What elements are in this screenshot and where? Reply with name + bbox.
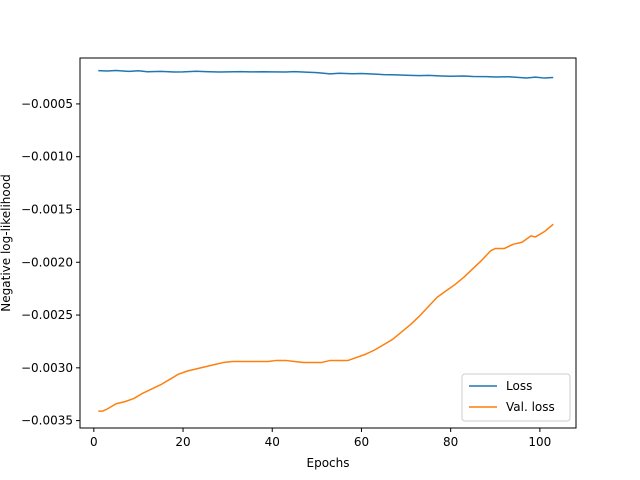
x-tick-label: 0	[90, 435, 98, 449]
x-axis-label: Epochs	[307, 456, 350, 470]
x-tick-label: 40	[265, 435, 280, 449]
plot-frame	[79, 57, 577, 429]
y-axis-label: Negative log-likelihood	[0, 174, 13, 311]
y-tick-label: −0.0010	[21, 150, 73, 164]
x-tick-label: 100	[528, 435, 551, 449]
series-line-2	[98, 223, 554, 412]
legend-label-1: Loss	[506, 379, 532, 393]
y-tick-label: −0.0025	[21, 308, 73, 322]
x-tick-label: 80	[443, 435, 458, 449]
plot-area	[80, 58, 576, 428]
series-lines	[98, 69, 554, 412]
x-tick-label: 20	[175, 435, 190, 449]
y-tick-label: −0.0020	[21, 255, 73, 269]
legend-label-2: Val. loss	[506, 400, 555, 414]
y-tick-label: −0.0035	[21, 414, 73, 428]
x-tick-label: 60	[354, 435, 369, 449]
y-tick-label: −0.0005	[21, 97, 73, 111]
y-tick-label: −0.0030	[21, 361, 73, 375]
series-line-1	[98, 69, 554, 79]
legend: Loss Val. loss	[461, 373, 571, 422]
y-tick-label: −0.0015	[21, 202, 73, 216]
x-axis-ticks: 0 20 40 60 80 100	[90, 428, 551, 449]
y-axis-ticks: −0.0005 −0.0010 −0.0015 −0.0020 −0.0025 −0.00…	[21, 97, 80, 428]
